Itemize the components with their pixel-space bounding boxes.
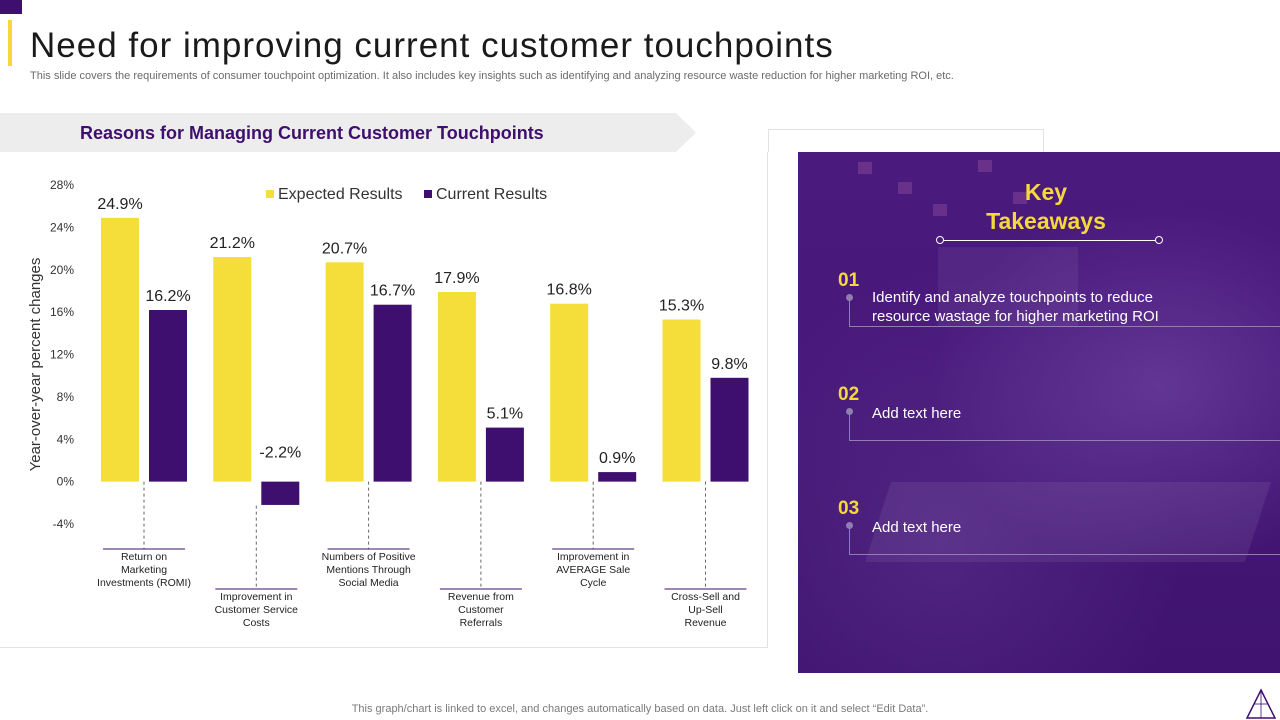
data-label: 17.9% bbox=[434, 270, 479, 287]
takeaway-item: 03 Add text here bbox=[798, 498, 1280, 558]
data-label: 9.8% bbox=[711, 356, 747, 373]
bullet-dot bbox=[846, 408, 853, 415]
category-label: Return on bbox=[121, 551, 167, 563]
data-label: 16.8% bbox=[547, 282, 592, 299]
category-label: Mentions Through bbox=[326, 564, 411, 576]
page-title: Need for improving current customer touc… bbox=[30, 26, 834, 65]
bar bbox=[598, 472, 637, 482]
y-tick-label: 4% bbox=[57, 432, 75, 446]
section-title: Reasons for Managing Current Customer To… bbox=[80, 123, 544, 143]
takeaways-title-line1: Key bbox=[1024, 179, 1068, 205]
y-tick-label: 20% bbox=[50, 263, 74, 277]
y-tick-label: 12% bbox=[50, 348, 74, 362]
data-label: 15.3% bbox=[659, 298, 704, 315]
background-note bbox=[858, 162, 872, 174]
category-label: Investments (ROMI) bbox=[97, 577, 191, 589]
category-label: Referrals bbox=[460, 617, 503, 629]
panel-frame bbox=[768, 129, 1044, 152]
takeaway-number: 03 bbox=[838, 498, 860, 519]
legend-swatch bbox=[266, 190, 274, 198]
category-label: Cross-Sell and bbox=[671, 591, 740, 603]
footnote: This graph/chart is linked to excel, and… bbox=[351, 703, 929, 715]
bar bbox=[213, 257, 252, 482]
category-label: Revenue bbox=[684, 617, 726, 629]
section-banner: Reasons for Managing Current Customer To… bbox=[0, 113, 696, 152]
background-note bbox=[978, 160, 992, 172]
bar bbox=[101, 217, 139, 482]
data-label: 0.9% bbox=[599, 450, 635, 467]
triangle-logo-icon bbox=[1245, 688, 1277, 719]
bullet-dot bbox=[846, 522, 853, 529]
key-takeaways-panel: Key Takeaways 01 Identify and analyze to… bbox=[798, 152, 1280, 673]
top-corner-accent bbox=[0, 0, 22, 14]
category-label: Marketing bbox=[121, 564, 167, 576]
category-label: Social Media bbox=[339, 577, 399, 589]
category-label: Costs bbox=[243, 617, 270, 629]
connector-line bbox=[849, 300, 850, 326]
background-note bbox=[898, 182, 912, 194]
background-note bbox=[933, 204, 947, 216]
takeaways-divider bbox=[940, 240, 1158, 241]
category-label: Customer bbox=[458, 604, 504, 616]
bar bbox=[550, 303, 589, 482]
takeaway-item: 01 Identify and analyze touchpoints to r… bbox=[798, 270, 1280, 330]
connector-line bbox=[849, 528, 850, 554]
data-label: -2.2% bbox=[259, 445, 301, 462]
title-accent-bar bbox=[8, 20, 12, 66]
category-label: AVERAGE Sale bbox=[556, 564, 630, 576]
bar bbox=[325, 262, 364, 482]
y-tick-label: 8% bbox=[57, 390, 75, 404]
chart-frame bbox=[0, 152, 768, 648]
connector-line bbox=[849, 414, 850, 440]
category-label: Improvement in bbox=[220, 591, 293, 603]
bar bbox=[710, 377, 749, 482]
y-tick-label: 0% bbox=[57, 475, 75, 489]
takeaway-item: 02 Add text here bbox=[798, 384, 1280, 444]
takeaway-text: Add text here bbox=[872, 405, 962, 422]
takeaway-number: 02 bbox=[838, 384, 860, 405]
data-label: 24.9% bbox=[97, 196, 142, 213]
bar bbox=[373, 304, 412, 482]
divider-dot-left bbox=[936, 236, 944, 244]
underline bbox=[849, 440, 1280, 441]
y-tick-label: 16% bbox=[50, 305, 74, 319]
category-label: Up-Sell bbox=[688, 604, 722, 616]
data-label: 16.2% bbox=[145, 288, 190, 305]
data-label: 21.2% bbox=[210, 235, 255, 252]
underline bbox=[849, 326, 1280, 327]
takeaway-text: Add text here bbox=[872, 519, 962, 536]
data-label: 20.7% bbox=[322, 240, 367, 257]
category-label: Customer Service bbox=[215, 604, 299, 616]
y-tick-label: 28% bbox=[50, 178, 74, 192]
background-note bbox=[1013, 192, 1027, 204]
bar bbox=[437, 291, 476, 482]
legend-swatch bbox=[424, 190, 432, 198]
takeaways-title: Key Takeaways bbox=[948, 178, 1144, 236]
bar bbox=[485, 427, 524, 482]
bullet-dot bbox=[846, 294, 853, 301]
bar bbox=[149, 310, 187, 482]
takeaway-text: Identify and analyze touchpoints to redu… bbox=[872, 289, 1159, 325]
divider-dot-right bbox=[1155, 236, 1163, 244]
y-axis-title: Year-over-year percent changes bbox=[27, 258, 44, 472]
takeaway-number: 01 bbox=[838, 270, 860, 291]
category-label: Cycle bbox=[580, 577, 606, 589]
category-label: Improvement in bbox=[557, 551, 630, 563]
legend-label: Expected Results bbox=[278, 186, 403, 203]
y-tick-label: -4% bbox=[53, 517, 75, 531]
category-label: Numbers of Positive bbox=[322, 551, 416, 563]
data-label: 16.7% bbox=[370, 283, 415, 300]
y-tick-label: 24% bbox=[50, 220, 74, 234]
bar bbox=[662, 319, 701, 482]
underline bbox=[849, 554, 1280, 555]
page-subtitle: This slide covers the requirements of co… bbox=[30, 70, 954, 82]
bar bbox=[261, 481, 300, 505]
takeaways-title-line2: Takeaways bbox=[986, 208, 1106, 234]
data-label: 5.1% bbox=[487, 406, 523, 423]
background-monitor bbox=[938, 247, 1078, 327]
legend-label: Current Results bbox=[436, 186, 547, 203]
bar-chart: -4% 0% 4% 8% 12% 16% 20% 24% 28% Year-over-year p… bbox=[27, 178, 749, 629]
category-label: Revenue from bbox=[448, 591, 514, 603]
